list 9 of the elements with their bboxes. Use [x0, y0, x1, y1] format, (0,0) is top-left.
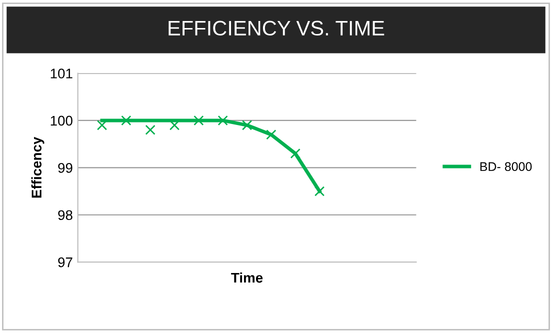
y-tick-label: 98 [58, 210, 72, 220]
y-tick-label: 101 [50, 68, 72, 78]
y-axis-title: Efficency [31, 136, 44, 198]
chart-title: EFFICIENCY VS. TIME [168, 20, 384, 36]
y-tick-label: 99 [58, 163, 72, 173]
x-axis-title: Time [231, 272, 263, 283]
legend-label: BD- 8000 [480, 162, 532, 172]
y-tick-label: 97 [58, 257, 72, 268]
y-tick-label: 100 [50, 116, 72, 126]
